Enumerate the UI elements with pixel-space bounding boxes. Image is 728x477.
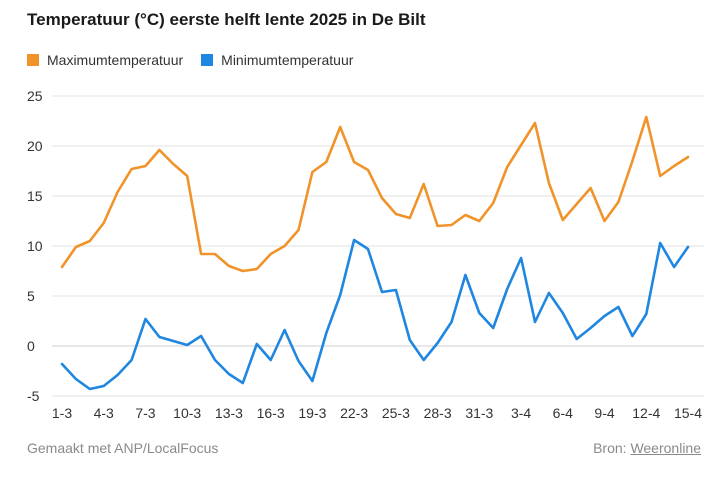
x-tick-label: 6-4 (553, 405, 573, 421)
y-tick-label: 5 (27, 288, 35, 304)
x-tick-label: 13-3 (215, 405, 243, 421)
chart-title: Temperatuur (°C) eerste helft lente 2025… (27, 10, 426, 29)
x-tick-label: 25-3 (382, 405, 410, 421)
source-label: Bron: (593, 440, 627, 456)
x-tick-label: 4-3 (94, 405, 114, 421)
footer-credit: Gemaakt met ANP/LocalFocus (27, 440, 219, 456)
min-temperature-line (60, 238, 690, 391)
legend-label-min: Minimumtemperatuur (221, 52, 354, 68)
x-tick-label: 9-4 (594, 405, 614, 421)
source-link[interactable]: Weeronline (630, 440, 701, 456)
x-tick-label: 7-3 (135, 405, 155, 421)
chart-legend: Maximumtemperatuur Minimumtemperatuur (27, 52, 371, 68)
y-tick-label: 15 (27, 188, 43, 204)
x-tick-label: 1-3 (52, 405, 72, 421)
x-tick-label: 10-3 (173, 405, 201, 421)
y-tick-label: 10 (27, 238, 43, 254)
y-tick-label: 25 (27, 88, 43, 104)
x-tick-label: 12-4 (632, 405, 660, 421)
footer-source: Bron: Weeronline (593, 440, 701, 456)
y-tick-label: 0 (27, 338, 35, 354)
max-temperature-line (60, 115, 690, 273)
legend-swatch-max (27, 54, 39, 66)
y-tick-label: -5 (27, 388, 40, 404)
legend-label-max: Maximumtemperatuur (47, 52, 184, 68)
x-tick-label: 28-3 (424, 405, 452, 421)
x-tick-label: 16-3 (257, 405, 285, 421)
legend-item-max[interactable]: Maximumtemperatuur (27, 52, 183, 68)
x-tick-label: 15-4 (674, 405, 702, 421)
x-tick-label: 3-4 (511, 405, 531, 421)
legend-item-min[interactable]: Minimumtemperatuur (201, 52, 353, 68)
x-tick-label: 19-3 (298, 405, 326, 421)
y-tick-label: 20 (27, 138, 43, 154)
x-tick-label: 22-3 (340, 405, 368, 421)
legend-swatch-min (201, 54, 214, 66)
x-tick-label: 31-3 (465, 405, 493, 421)
